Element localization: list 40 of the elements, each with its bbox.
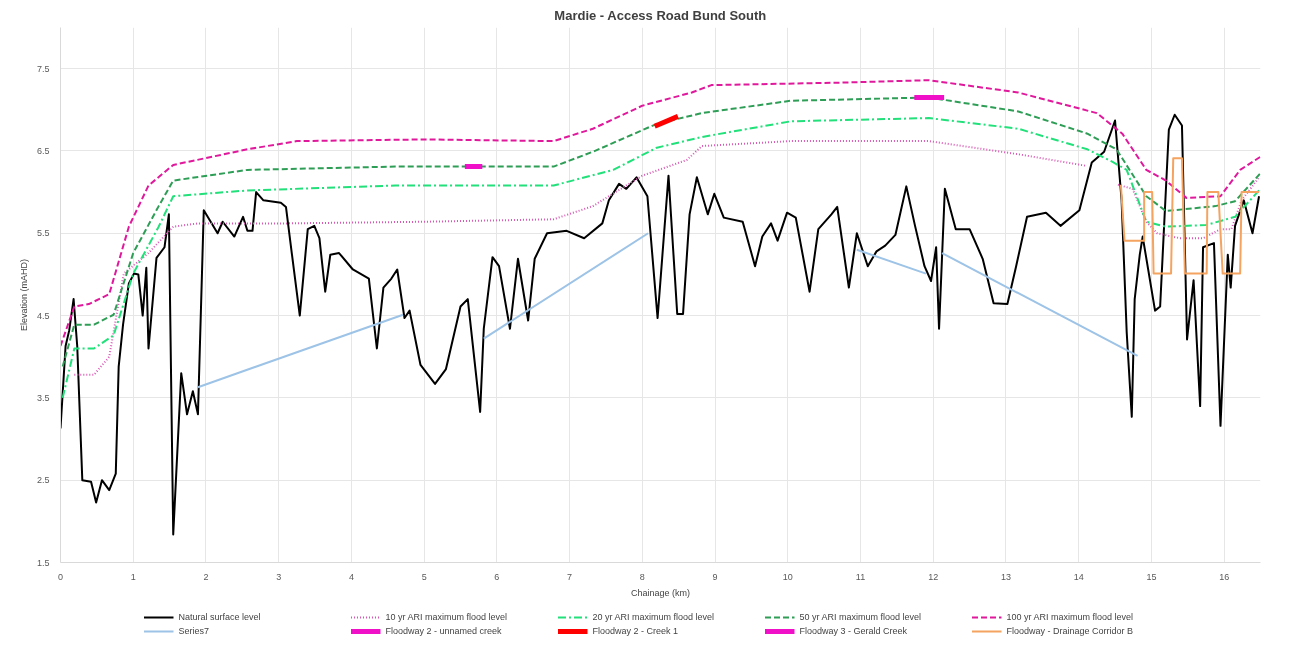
line-series <box>61 117 1261 399</box>
y-tick-label: 7.5 <box>36 63 50 74</box>
line-series <box>60 113 1261 536</box>
legend-label: 20 yr ARI maximum flood level <box>592 611 716 623</box>
legend-label: Floodway 2 - unnamed creek <box>385 625 503 637</box>
y-axis-title: Elevation (mAHD) <box>18 258 29 332</box>
x-tick-label: 7 <box>567 571 573 582</box>
x-axis-title: Chainage (km) <box>630 587 691 598</box>
x-tick-label: 8 <box>639 571 645 582</box>
legend-label: Floodway 3 - Gerald Creek <box>799 625 909 637</box>
x-tick-label: 14 <box>1073 571 1084 582</box>
x-tick-label: 15 <box>1146 571 1157 582</box>
x-tick-label: 5 <box>421 571 427 582</box>
y-tick-label: 4.5 <box>36 310 50 321</box>
x-tick-label: 9 <box>712 571 718 582</box>
x-tick-label: 1 <box>130 571 136 582</box>
y-tick-label: 2.5 <box>36 475 50 486</box>
x-tick-label: 13 <box>1000 571 1011 582</box>
x-tick-label: 2 <box>203 571 209 582</box>
x-tick-label: 6 <box>494 571 500 582</box>
x-tick-label: 0 <box>58 571 64 582</box>
legend-label: 10 yr ARI maximum flood level <box>385 611 509 623</box>
legend-label: 50 yr ARI maximum flood level <box>799 611 923 623</box>
legend-label: 100 yr ARI maximum flood level <box>1006 611 1135 623</box>
chart-title: Mardie - Access Road Bund South <box>554 7 767 23</box>
legend-label: Floodway 2 - Creek 1 <box>592 625 680 637</box>
line-series <box>1119 157 1261 275</box>
x-tick-label: 3 <box>276 571 282 582</box>
y-tick-label: 6.5 <box>36 145 50 156</box>
x-tick-label: 10 <box>782 571 793 582</box>
legend-label: Floodway - Drainage Corridor B <box>1006 625 1135 637</box>
x-tick-label: 16 <box>1219 571 1230 582</box>
x-tick-label: 4 <box>348 571 354 582</box>
legend-label: Natural surface level <box>178 611 262 623</box>
y-tick-label: 5.5 <box>36 228 50 239</box>
x-tick-label: 11 <box>855 571 866 582</box>
legend-label: Series7 <box>178 625 210 637</box>
y-tick-label: 1.5 <box>36 557 50 568</box>
x-tick-label: 12 <box>928 571 939 582</box>
y-tick-label: 3.5 <box>36 392 50 403</box>
